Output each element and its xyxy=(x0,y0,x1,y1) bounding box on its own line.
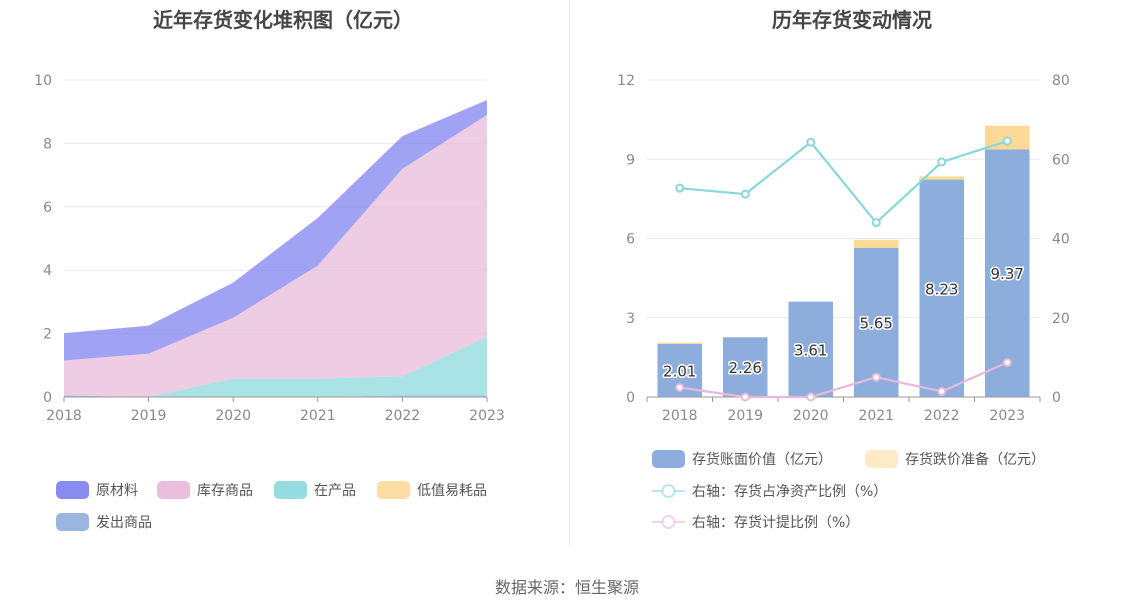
x-tick-label: 2019 xyxy=(131,408,167,424)
legend-swatch xyxy=(56,481,89,499)
bar-impairment xyxy=(657,342,703,344)
bar-book-value xyxy=(722,337,768,397)
x-tick-label: 2021 xyxy=(858,408,894,424)
x-tick-label: 2018 xyxy=(46,408,82,424)
y-left-tick-label: 9 xyxy=(626,152,635,168)
bar-impairment xyxy=(919,176,965,180)
y-right-tick-label: 60 xyxy=(1052,152,1070,168)
line-point xyxy=(937,386,947,396)
x-tick-label: 2022 xyxy=(385,408,421,424)
legend-label: 存货账面价值（亿元） xyxy=(692,451,832,468)
legend-label: 右轴：存货占净资产比例（%） xyxy=(692,483,887,500)
bar-line-chart: 0 3 6 9 12 0 20 40 60 80 2.01 2.26 3.61 5.65 8.23 9.37 2… xyxy=(617,73,1070,424)
bar-book-value xyxy=(788,301,834,397)
x-tick-label: 2019 xyxy=(727,408,763,424)
x-tick-label: 2018 xyxy=(662,408,698,424)
x-tick-label: 2023 xyxy=(989,408,1025,424)
bar-data-label: 9.37 xyxy=(991,265,1024,283)
line-point xyxy=(871,218,881,228)
legend-label: 在产品 xyxy=(314,483,356,499)
legend-label: 低值易耗品 xyxy=(417,483,487,499)
y-tick-label: 4 xyxy=(43,263,52,279)
area-series xyxy=(64,99,487,361)
right-legend: 存货账面价值（亿元） 存货跌价准备（亿元） 右轴：存货占净资产比例（%） 右轴：存货计… xyxy=(652,450,1045,531)
x-tick-label: 2020 xyxy=(215,408,251,424)
legend-marker xyxy=(661,484,676,498)
line-point xyxy=(871,372,881,382)
right-chart-title: 历年存货变动情况 xyxy=(772,8,932,32)
legend-swatch xyxy=(157,481,190,499)
line-point xyxy=(806,137,816,147)
legend-label: 原材料 xyxy=(96,483,138,499)
x-tick-label: 2021 xyxy=(300,408,336,424)
line-point xyxy=(937,157,947,167)
y-left-tick-label: 12 xyxy=(617,73,635,89)
y-tick-label: 0 xyxy=(43,390,52,406)
line-point xyxy=(1002,136,1012,146)
bar-data-label: 2.01 xyxy=(663,362,696,380)
legend-swatch xyxy=(274,481,307,499)
y-tick-label: 8 xyxy=(43,136,52,152)
line-point xyxy=(675,183,685,193)
legend-label: 库存商品 xyxy=(197,483,253,499)
legend-swatch xyxy=(377,481,410,499)
legend-marker xyxy=(661,515,676,529)
y-right-tick-label: 20 xyxy=(1052,311,1070,327)
line-point xyxy=(740,189,750,199)
bar-book-value xyxy=(853,247,899,397)
bar-data-label: 2.26 xyxy=(729,359,762,377)
y-left-tick-label: 6 xyxy=(626,232,635,248)
line-point xyxy=(740,392,750,402)
line-net-asset-ratio xyxy=(679,139,1008,225)
bar-data-label: 8.23 xyxy=(925,280,958,298)
line-point xyxy=(675,382,685,392)
y-right-tick-label: 80 xyxy=(1052,73,1070,89)
line-point xyxy=(806,392,816,402)
y-right-tick-label: 0 xyxy=(1052,390,1061,406)
charts-canvas: 0 2 4 6 8 10 2018 2019 2020 2021 2022 2023 原材料 库存商品 在… xyxy=(34,73,1070,531)
legend-label: 存货跌价准备（亿元） xyxy=(905,451,1045,468)
legend-swatch xyxy=(652,450,685,468)
legend-label: 发出商品 xyxy=(96,515,152,531)
y-right-tick-label: 40 xyxy=(1052,232,1070,248)
y-tick-label: 6 xyxy=(43,200,52,216)
y-left-tick-label: 0 xyxy=(626,390,635,406)
y-tick-label: 2 xyxy=(43,327,52,343)
bar-book-value xyxy=(919,179,965,397)
line-point xyxy=(1002,358,1012,368)
data-source: 数据来源：恒生聚源 xyxy=(494,578,639,597)
bar-data-label: 3.61 xyxy=(794,341,827,359)
stacked-area-chart: 0 2 4 6 8 10 2018 2019 2020 2021 2022 2023 xyxy=(34,73,505,424)
legend-swatch xyxy=(865,450,898,468)
legend-label: 右轴：存货计提比例（%） xyxy=(692,514,859,531)
y-left-tick-label: 3 xyxy=(626,311,635,327)
y-tick-label: 10 xyxy=(34,73,52,89)
bar-book-value xyxy=(984,149,1030,397)
left-chart-title: 近年存货变化堆积图（亿元） xyxy=(153,8,413,32)
area-series xyxy=(64,114,487,398)
x-tick-label: 2023 xyxy=(469,408,505,424)
bar-impairment xyxy=(853,239,899,248)
line-provision-ratio xyxy=(679,361,1008,399)
x-tick-label: 2022 xyxy=(924,408,960,424)
legend-swatch xyxy=(56,513,89,531)
bar-data-label: 5.65 xyxy=(860,314,893,332)
panel-divider xyxy=(569,0,570,545)
area-series xyxy=(64,336,487,397)
x-tick-label: 2020 xyxy=(793,408,829,424)
